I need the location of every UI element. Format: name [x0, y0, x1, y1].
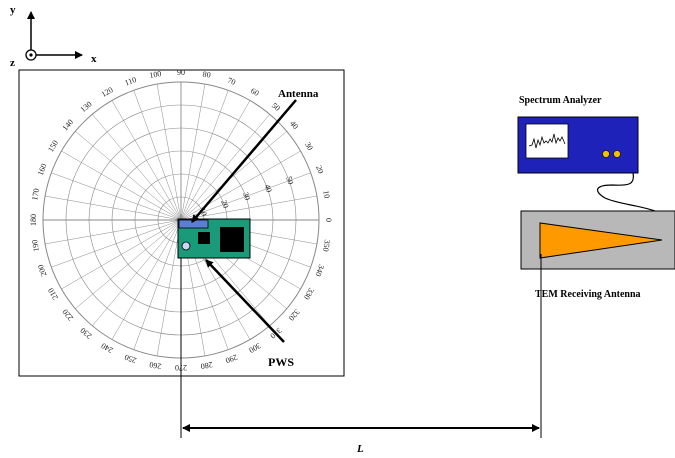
angle-tick-label: 350 — [321, 239, 332, 252]
polar-spoke — [75, 219, 182, 309]
z-axis-dot — [29, 53, 33, 57]
radial-tick-label: 20 — [219, 199, 230, 210]
polar-spoke — [156, 84, 182, 221]
polar-spoke — [180, 84, 206, 221]
rf-cable — [596, 172, 656, 212]
spectrum-analyzer-knob — [613, 150, 621, 158]
angle-tick-label: 0 — [324, 218, 333, 222]
pws-chip-small — [198, 232, 210, 244]
antenna-label: Antenna — [278, 88, 319, 100]
antenna-pointer-arrow — [191, 99, 297, 223]
angle-tick-label: 160 — [36, 162, 49, 176]
pws-pointer-arrow — [205, 259, 285, 343]
polar-spoke — [156, 219, 182, 356]
tem-receiving-antenna: TEM Receiving Antenna — [520, 210, 675, 300]
polar-spoke — [45, 219, 182, 245]
angle-tick-label: 250 — [123, 352, 137, 365]
polar-spoke — [180, 100, 251, 221]
pws-board — [177, 218, 251, 259]
polar-spoke — [51, 172, 182, 221]
angle-tick-label: 170 — [30, 188, 41, 201]
polar-spoke — [111, 219, 182, 340]
angle-tick-label: 280 — [200, 360, 213, 371]
angle-tick-label: 80 — [202, 69, 211, 79]
y-axis-label: y — [10, 4, 16, 16]
angle-tick-label: 60 — [249, 86, 260, 98]
spectrum-analyzer-knob — [602, 150, 610, 158]
tem-antenna-label: TEM Receiving Antenna — [535, 289, 641, 300]
polar-spoke — [180, 172, 311, 221]
polar-spoke — [75, 131, 182, 221]
distance-dimension: L — [180, 254, 542, 455]
angle-tick-label: 200 — [36, 263, 49, 277]
angle-tick-label: 100 — [149, 69, 162, 80]
z-axis-label: z — [10, 57, 15, 69]
angle-tick-label: 40 — [288, 119, 300, 131]
pws-label: PWS — [268, 355, 294, 369]
polar-spoke — [180, 150, 301, 221]
angle-tick-label: 290 — [224, 352, 238, 365]
angle-tick-label: 50 — [270, 101, 282, 113]
angle-tick-label: 180 — [29, 214, 38, 226]
spectrum-analyzer-label: Spectrum Analyzer — [519, 95, 602, 106]
angle-tick-label: 260 — [149, 360, 162, 371]
radial-tick-label: 10 — [198, 207, 209, 218]
spectrum-trace — [528, 133, 566, 149]
polar-spoke — [92, 114, 182, 221]
angle-tick-label: 20 — [314, 164, 325, 175]
angle-tick-label: 90 — [177, 68, 185, 77]
pws-chip-large — [220, 227, 244, 252]
angle-tick-label: 340 — [313, 263, 326, 277]
polar-spoke — [133, 90, 182, 221]
angle-tick-label: 10 — [321, 190, 331, 199]
polar-spoke — [111, 100, 182, 221]
radial-tick-label: 30 — [241, 191, 252, 202]
polar-spoke — [51, 219, 182, 268]
spectrum-analyzer-screen — [525, 123, 569, 159]
polar-spoke — [61, 219, 182, 290]
angle-tick-label: 110 — [123, 75, 137, 87]
polar-spoke — [45, 195, 182, 221]
polar-spoke — [180, 90, 229, 221]
x-axis-label: x — [91, 53, 97, 65]
coordinate-axes: y x z — [10, 4, 97, 69]
polar-spoke — [133, 219, 182, 350]
tem-horn-element — [539, 222, 663, 259]
polar-spoke — [180, 114, 270, 221]
radial-tick-label: 50 — [284, 175, 295, 186]
distance-label: L — [356, 443, 364, 453]
polar-spoke — [180, 131, 287, 221]
angle-tick-label: 70 — [226, 76, 237, 87]
polar-spoke — [92, 219, 182, 326]
angle-tick-label: 30 — [303, 140, 315, 151]
spectrum-analyzer: Spectrum Analyzer — [517, 95, 639, 174]
radial-tick-labels: 10 20 30 40 50 — [198, 175, 296, 217]
pws-component-circle — [181, 241, 191, 251]
radial-tick-label: 40 — [262, 183, 273, 194]
polar-spoke — [180, 195, 317, 221]
angle-tick-label: 190 — [30, 239, 41, 252]
polar-spoke — [61, 150, 182, 221]
